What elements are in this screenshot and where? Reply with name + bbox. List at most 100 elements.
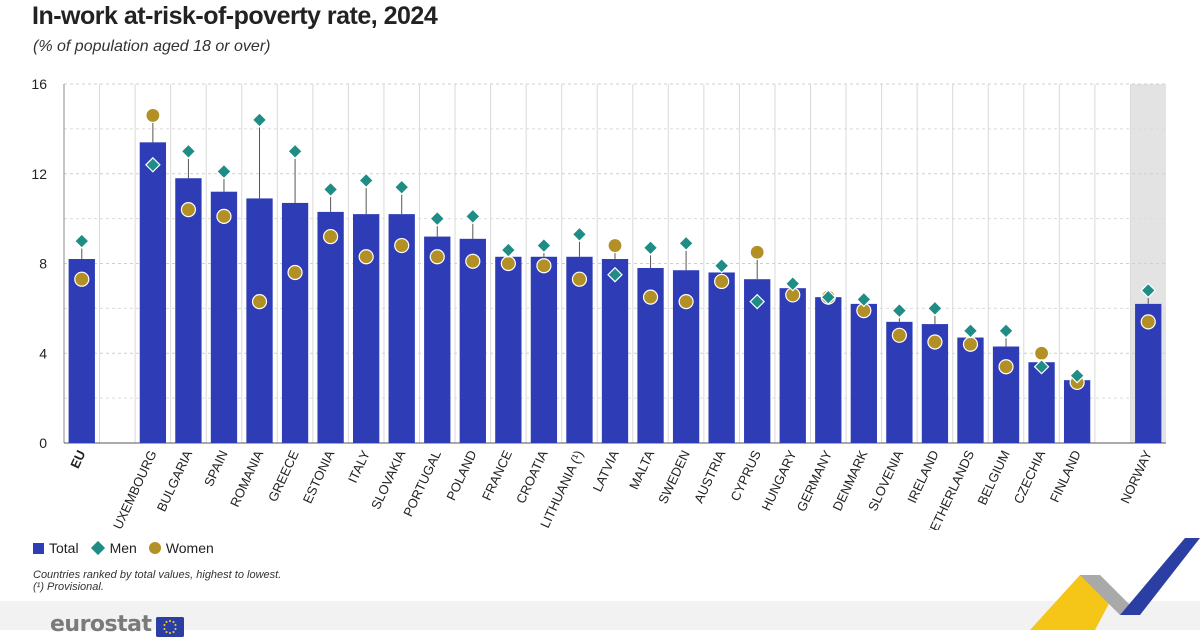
marker-women <box>536 258 552 274</box>
marker-men <box>251 112 268 128</box>
marker-men <box>464 208 481 225</box>
marker-men <box>998 322 1014 339</box>
marker-men <box>820 289 837 306</box>
marker-men <box>145 156 161 173</box>
marker-men <box>429 210 446 227</box>
y-tick-label: 16 <box>31 76 47 92</box>
eurostat-logo: eurostat <box>50 612 184 637</box>
x-tick-label: ROMANIA <box>227 448 266 510</box>
marker-women <box>287 264 303 281</box>
bar-total <box>139 142 167 443</box>
marker-men <box>855 291 872 308</box>
marker-women <box>145 107 161 124</box>
x-tick-label: GERMANY <box>794 448 836 514</box>
x-tick-label: EU <box>67 448 88 471</box>
logo-text: eurostat <box>50 612 152 637</box>
marker-men <box>1033 358 1050 375</box>
x-tick-label: HUNGARY <box>758 448 799 513</box>
marker-men <box>784 275 801 292</box>
bar-total <box>957 337 984 443</box>
y-tick-label: 0 <box>39 435 47 451</box>
decorative-swoosh-icon <box>1030 538 1200 630</box>
bar-total <box>424 236 451 443</box>
bar-total <box>530 256 558 443</box>
bar-total <box>601 259 629 443</box>
marker-men <box>180 143 197 160</box>
marker-men <box>713 257 730 274</box>
marker-women <box>429 249 445 265</box>
bar-total <box>246 198 273 443</box>
marker-women <box>394 237 410 254</box>
bar-total <box>1028 362 1055 443</box>
legend-item-men: Men <box>90 540 137 556</box>
x-tick-label: GREECE <box>265 448 302 504</box>
marker-women <box>216 208 232 224</box>
marker-women <box>1033 345 1050 361</box>
x-tick-label: FINLAND <box>1047 448 1084 505</box>
marker-women <box>571 271 588 287</box>
legend-label-women: Women <box>165 540 214 556</box>
legend-label-total: Total <box>49 540 79 556</box>
bar-total <box>779 288 806 443</box>
total-swatch <box>33 542 44 554</box>
x-tick-label: DENMARK <box>829 448 870 514</box>
marker-men <box>287 143 303 160</box>
marker-men <box>358 172 375 189</box>
bar-total <box>317 211 344 443</box>
x-tick-label: CZECHIA <box>1011 448 1049 506</box>
men-diamond-icon <box>90 540 105 556</box>
x-tick-label: NORWAY <box>1117 448 1155 506</box>
legend-item-women: Women <box>148 540 214 556</box>
marker-men <box>393 179 410 196</box>
marker-women <box>465 253 481 269</box>
marker-women <box>749 244 765 260</box>
marker-women <box>358 249 374 265</box>
eu-flag-icon <box>155 616 184 637</box>
marker-men <box>1140 282 1157 299</box>
x-tick-label: IRELAND <box>904 448 941 505</box>
x-tick-label: ESTONIA <box>300 448 338 506</box>
marker-men <box>962 322 979 339</box>
marker-women <box>678 294 694 310</box>
x-tick-label: LUXEMBOURG <box>107 448 160 530</box>
marker-men <box>678 235 694 252</box>
x-tick-label: LATVIA <box>590 448 622 494</box>
x-tick-label: SWEDEN <box>655 448 693 506</box>
x-tick-label: FRANCE <box>479 448 515 503</box>
chart-legend: Total Men Women <box>33 540 220 556</box>
bar-total <box>495 256 522 443</box>
x-tick-label: SPAIN <box>201 448 231 489</box>
legend-item-total: Total <box>33 540 79 556</box>
marker-men <box>500 242 517 258</box>
legend-label-men: Men <box>109 540 137 556</box>
chart-notes: Countries ranked by total values, highes… <box>33 569 281 593</box>
bar-total <box>850 303 877 443</box>
bar-total <box>175 178 202 444</box>
marker-men <box>642 239 659 256</box>
x-tick-label: SLOVENIA <box>865 448 906 514</box>
marker-women <box>642 289 659 305</box>
bar-total <box>708 272 735 443</box>
marker-women <box>251 294 268 310</box>
marker-men <box>927 300 943 317</box>
marker-men <box>216 163 232 180</box>
marker-women <box>1140 314 1156 330</box>
y-tick-label: 8 <box>39 256 47 272</box>
marker-women <box>927 334 943 350</box>
y-tick-label: 12 <box>31 166 47 182</box>
x-tick-label: POLAND <box>443 448 479 503</box>
marker-men <box>1069 367 1085 384</box>
x-tick-label: CYPRUS <box>727 448 764 504</box>
marker-women <box>607 237 623 254</box>
marker-women <box>714 273 730 290</box>
marker-men <box>607 266 623 283</box>
bar-total <box>353 214 380 443</box>
chart-title: In-work at-risk-of-poverty rate, 2024 <box>32 2 438 30</box>
bar-total <box>210 191 238 443</box>
marker-men <box>749 293 766 310</box>
marker-women <box>180 202 197 218</box>
x-tick-label: CROATIA <box>513 448 551 506</box>
bar-total <box>459 238 486 443</box>
marker-men <box>891 302 908 319</box>
